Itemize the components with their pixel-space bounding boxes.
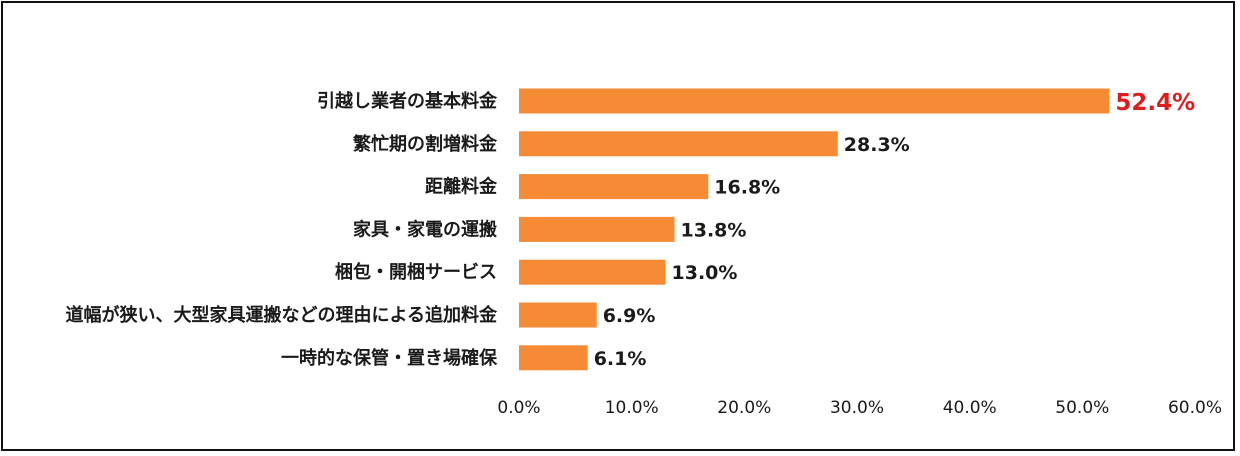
- category-label-5: 道幅が狭い、大型家具運搬などの理由による追加料金: [66, 304, 498, 326]
- category-label-1: 繁忙期の割増料金: [352, 133, 498, 155]
- category-label-2: 距離料金: [425, 176, 498, 198]
- value-labels-group: 52.4% 28.3% 16.8% 13.8% 13.0% 6.9% 6.1%: [594, 90, 1195, 370]
- x-tick-label-1: 10.0%: [605, 398, 659, 418]
- value-label-2: 16.8%: [714, 177, 780, 199]
- bars-group: [519, 88, 1110, 371]
- x-tick-label-4: 40.0%: [943, 398, 997, 418]
- value-label-5: 6.9%: [603, 305, 656, 327]
- bar-3: [519, 216, 675, 242]
- x-tick-label-5: 50.0%: [1055, 398, 1109, 418]
- value-label-6: 6.1%: [594, 348, 647, 370]
- category-label-0: 引越し業者の基本料金: [317, 90, 498, 112]
- bar-4: [519, 259, 666, 285]
- value-label-3: 13.8%: [681, 219, 747, 241]
- bar-0: [519, 88, 1110, 114]
- bar-1: [519, 131, 838, 157]
- value-label-0: 52.4%: [1115, 90, 1195, 116]
- category-label-3: 家具・家電の運搬: [353, 218, 497, 240]
- value-label-1: 28.3%: [844, 134, 910, 156]
- x-tick-label-2: 20.0%: [717, 398, 771, 418]
- category-label-6: 一時的な保管・置き場確保: [281, 347, 498, 369]
- category-label-4: 梱包・開梱サービス: [335, 261, 497, 283]
- x-tick-label-0: 0.0%: [497, 398, 540, 418]
- category-labels-group: 引越し業者の基本料金繁忙期の割増料金距離料金家具・家電の運搬梱包・開梱サービス道…: [66, 90, 498, 369]
- bar-2: [519, 174, 709, 200]
- bar-6: [519, 345, 588, 371]
- bar-5: [519, 302, 597, 328]
- x-tick-labels-group: 0.0% 10.0% 20.0% 30.0% 40.0% 50.0% 60.0%: [497, 398, 1222, 418]
- x-tick-label-3: 30.0%: [830, 398, 884, 418]
- x-tick-label-6: 60.0%: [1168, 398, 1222, 418]
- value-label-4: 13.0%: [672, 262, 738, 284]
